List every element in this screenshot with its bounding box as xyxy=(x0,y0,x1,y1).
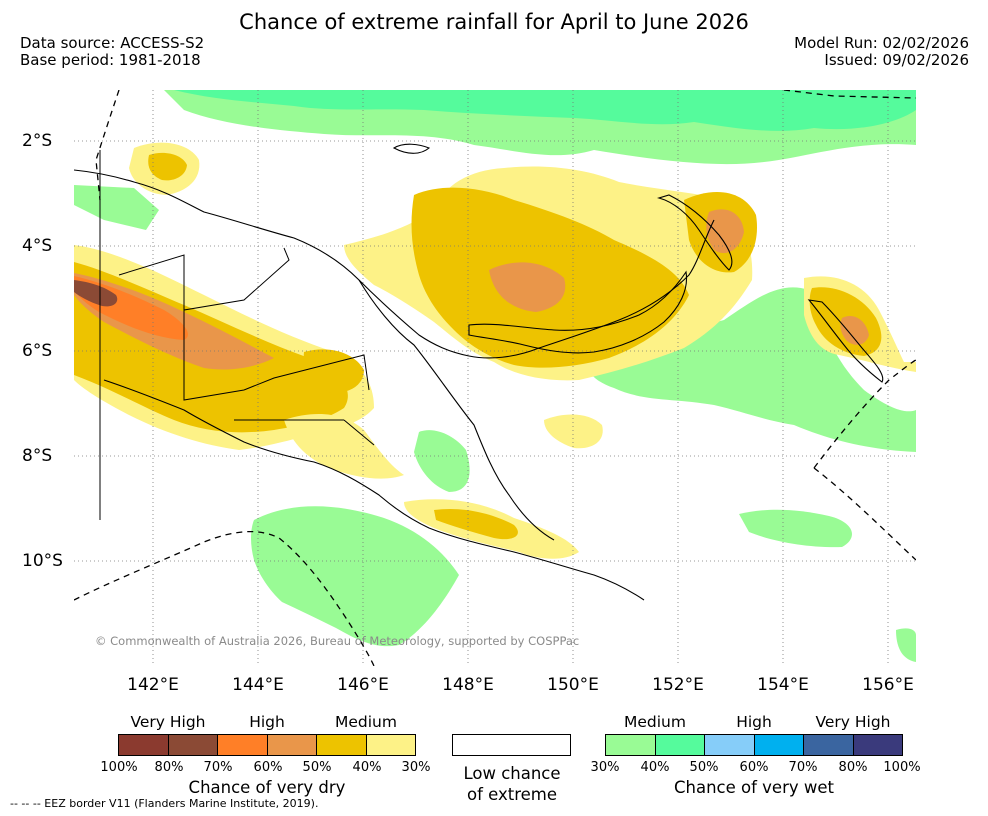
dry-tick: 60% xyxy=(253,760,283,775)
lon-label-154e: 154°E xyxy=(757,675,809,695)
new-ireland-coast xyxy=(656,194,733,271)
lat-label-2s: 2°S xyxy=(22,131,53,151)
wet-category-medium: Medium xyxy=(624,713,686,731)
dry-region-coast-gold xyxy=(434,508,518,540)
wet-swatch xyxy=(705,735,755,755)
wet-tick: 70% xyxy=(788,760,818,775)
eez-southeast xyxy=(813,359,916,561)
admiralty-islands xyxy=(392,143,431,154)
dry-swatch xyxy=(119,735,169,755)
lon-label-156e: 156°E xyxy=(862,675,914,695)
lon-label-144e: 144°E xyxy=(232,675,284,695)
neutral-label-line2: of extreme xyxy=(466,785,558,804)
dry-legend-title: Chance of very dry xyxy=(188,778,346,797)
dry-region-small-pale xyxy=(544,414,603,449)
wet-region-southeast xyxy=(739,509,852,548)
dry-region-north-blob-gold xyxy=(148,152,187,181)
wet-legend-title: Chance of very wet xyxy=(674,778,834,797)
dry-region-west-brown xyxy=(74,280,118,307)
dry-region-central-tan xyxy=(489,262,566,312)
rainfall-map xyxy=(74,90,916,666)
new-guinea-south-coast xyxy=(103,379,645,601)
model-run: Model Run: 02/02/2026 xyxy=(794,34,969,52)
province-borders xyxy=(118,247,375,446)
wet-tick: 40% xyxy=(640,760,670,775)
dry-swatch xyxy=(267,735,317,755)
eez-west xyxy=(95,90,120,201)
wet-regions xyxy=(74,90,916,662)
base-period: Base period: 1981-2018 xyxy=(20,51,201,69)
wet-region-west xyxy=(74,185,159,230)
wet-swatch xyxy=(606,735,656,755)
wet-tick: 60% xyxy=(739,760,769,775)
eez-north xyxy=(783,90,916,99)
gridlines xyxy=(74,90,916,666)
dry-region-northeast-tan xyxy=(706,209,744,254)
data-source-info: Data source: ACCESS-S2 Base period: 1981… xyxy=(20,35,204,69)
lon-label-142e: 142°E xyxy=(127,675,179,695)
dry-tick: 40% xyxy=(352,760,382,775)
lat-label-10s: 10°S xyxy=(22,551,63,571)
wet-category-very-high: Very High xyxy=(815,713,891,731)
lon-label-148e: 148°E xyxy=(442,675,494,695)
data-source: Data source: ACCESS-S2 xyxy=(20,34,205,52)
model-run-info: Model Run: 02/02/2026 Issued: 09/02/2026 xyxy=(794,35,969,69)
lat-label-4s: 4°S xyxy=(22,236,53,256)
wet-tick: 80% xyxy=(838,760,868,775)
papuan-peninsula xyxy=(358,279,555,541)
lat-label-6s: 6°S xyxy=(22,341,53,361)
neutral-swatch xyxy=(452,734,571,756)
eez-south xyxy=(74,530,375,666)
wet-region-east xyxy=(589,287,916,452)
lon-label-150e: 150°E xyxy=(547,675,599,695)
wet-tick: 100% xyxy=(883,760,921,775)
copyright-notice: © Commonwealth of Australia 2026, Bureau… xyxy=(95,634,580,648)
wet-swatch xyxy=(804,735,854,755)
wet-tick: 30% xyxy=(590,760,620,775)
dry-tick: 100% xyxy=(100,760,138,775)
wet-swatch xyxy=(853,735,902,755)
issued-date: Issued: 09/02/2026 xyxy=(824,51,969,69)
dry-region-south-gold xyxy=(303,349,364,393)
dry-swatch xyxy=(168,735,218,755)
lon-label-152e: 152°E xyxy=(652,675,704,695)
new-guinea-north-coast xyxy=(74,169,715,359)
map-title: Chance of extreme rainfall for April to … xyxy=(239,10,749,34)
lat-label-8s: 8°S xyxy=(22,446,53,466)
eez-footnote: -- -- -- EEZ border V11 (Flanders Marine… xyxy=(10,797,319,810)
dry-swatch xyxy=(317,735,367,755)
coastlines xyxy=(74,143,884,601)
bougainville-coast xyxy=(807,299,884,383)
lon-label-146e: 146°E xyxy=(337,675,389,695)
wet-region-central xyxy=(414,430,470,492)
eez-borders xyxy=(74,90,916,666)
wet-tick: 50% xyxy=(689,760,719,775)
borders xyxy=(99,150,375,520)
dry-category-very-high: Very High xyxy=(130,713,206,731)
dry-tick: 80% xyxy=(154,760,184,775)
dry-tick: 30% xyxy=(401,760,431,775)
map-area xyxy=(74,90,916,666)
dry-colorbar xyxy=(118,734,416,756)
wet-category-high: High xyxy=(736,713,772,731)
wet-region-south xyxy=(251,506,459,647)
dry-region-east-tan xyxy=(840,315,869,345)
dry-category-high: High xyxy=(249,713,285,731)
new-britain-coast xyxy=(468,270,688,354)
dry-region-south-pale xyxy=(284,414,404,479)
wet-colorbar xyxy=(605,734,903,756)
wet-swatch xyxy=(655,735,705,755)
dry-regions xyxy=(74,142,916,559)
wet-region-north-teal xyxy=(174,90,916,131)
neutral-label-line1: Low chance xyxy=(463,764,561,783)
dry-tick: 50% xyxy=(302,760,332,775)
dry-swatch xyxy=(218,735,268,755)
wet-swatch xyxy=(754,735,804,755)
wet-region-far-southeast xyxy=(896,628,916,662)
dry-category-medium: Medium xyxy=(335,713,397,731)
dry-tick: 70% xyxy=(203,760,233,775)
dry-swatch xyxy=(366,735,415,755)
